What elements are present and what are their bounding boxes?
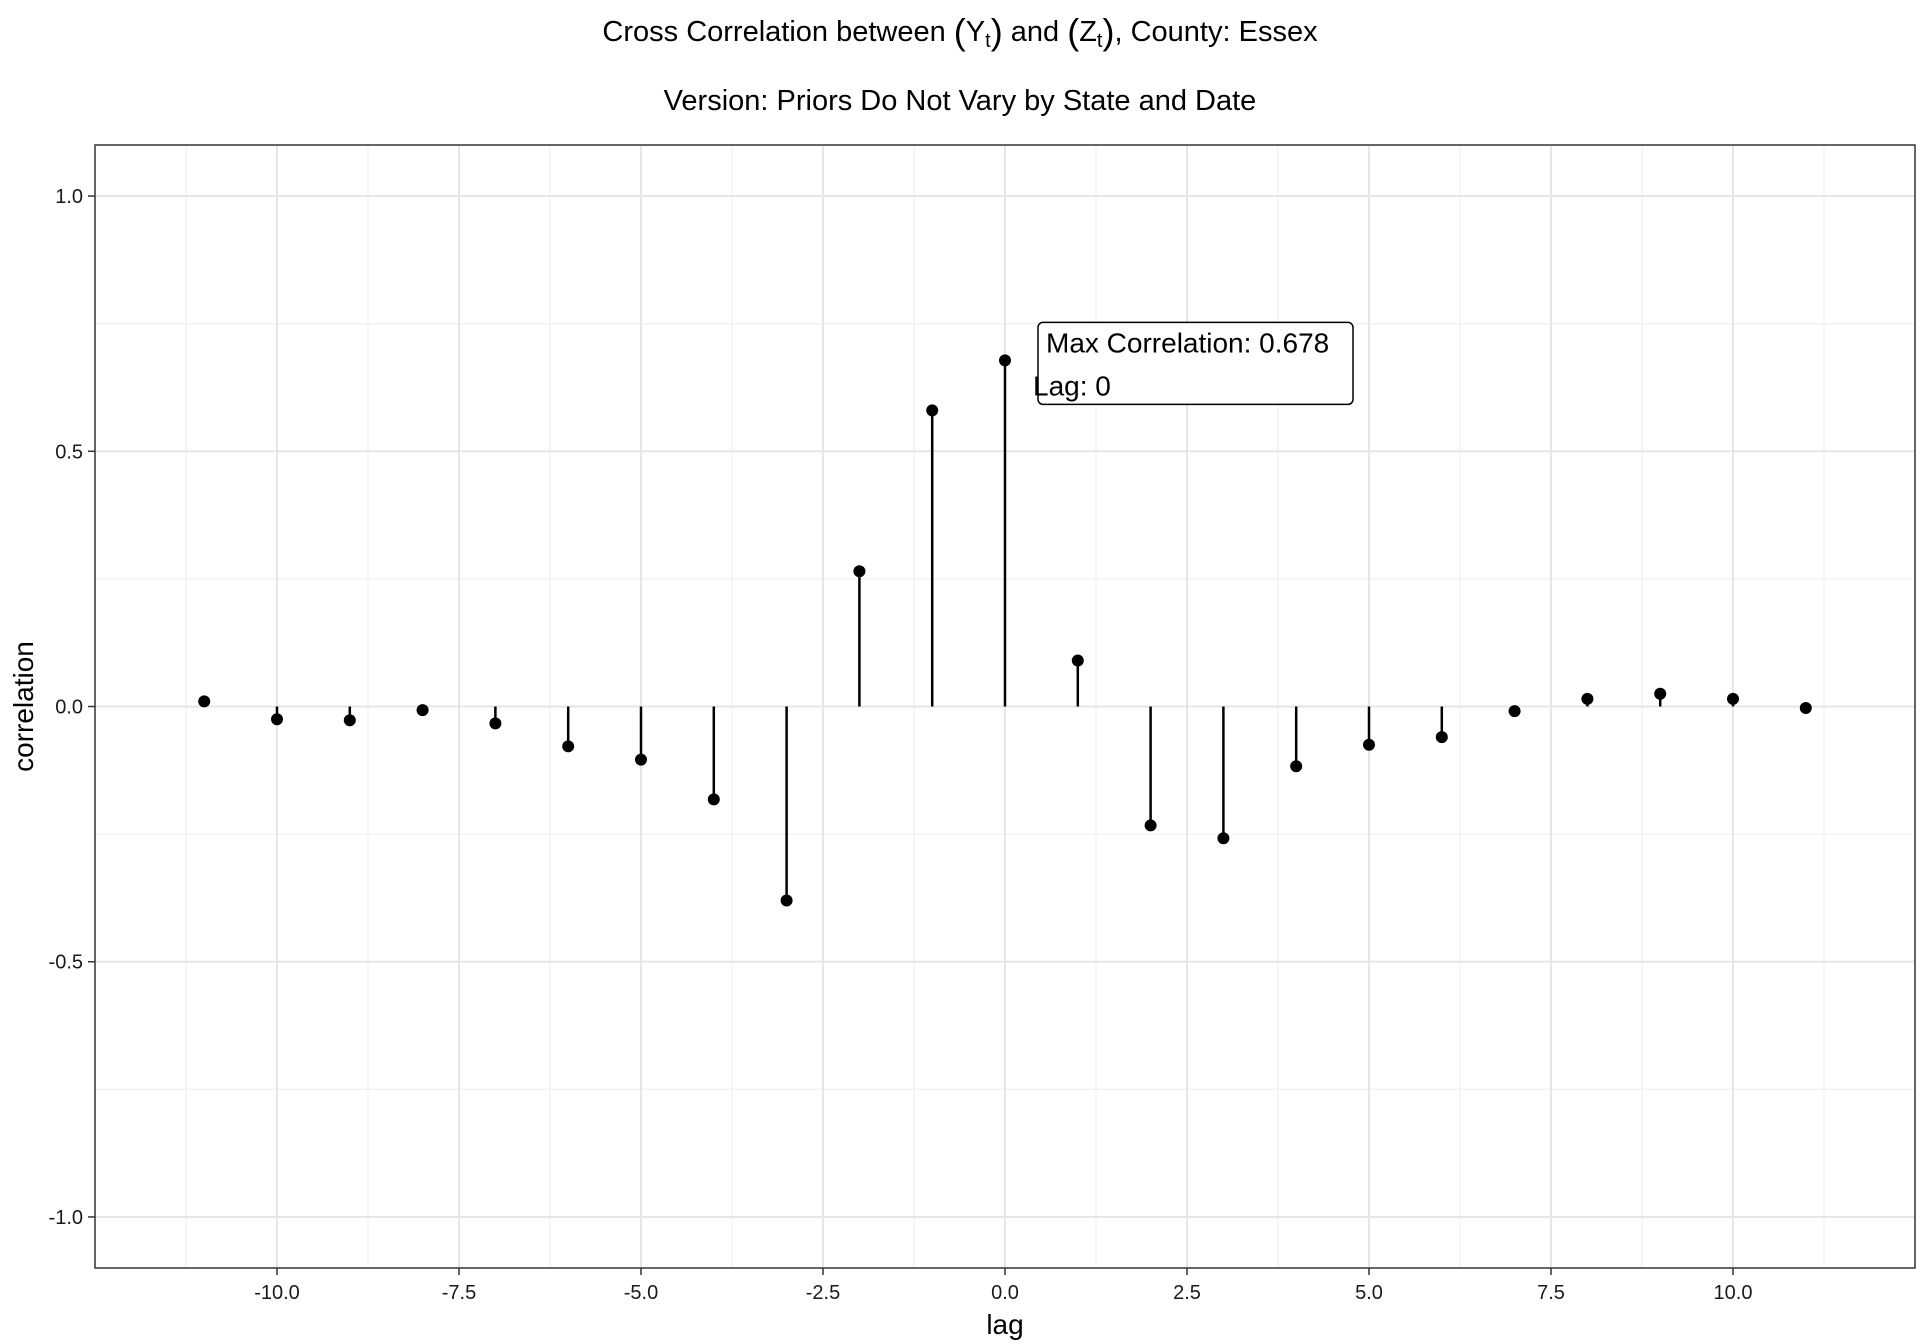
grid-layer: [95, 145, 1915, 1268]
correlation-point: [635, 753, 647, 766]
correlation-point: [489, 717, 502, 730]
correlation-point: [999, 354, 1011, 367]
correlation-point: [562, 740, 575, 753]
correlation-point: [1435, 731, 1448, 744]
correlation-point: [707, 793, 720, 806]
panel-border: [94, 144, 1916, 1269]
correlation-point: [1217, 832, 1230, 845]
correlation-point: [853, 565, 866, 578]
correlation-point: [1654, 687, 1667, 700]
x-tick-label: 5.0: [1355, 1282, 1383, 1304]
title-prefix: Cross Correlation between: [602, 16, 954, 48]
x-tick-label: 7.5: [1537, 1282, 1565, 1304]
y-tick-label: -1.0: [49, 1207, 83, 1229]
x-tick-label: 0.0: [991, 1282, 1019, 1304]
correlation-point: [1144, 819, 1157, 832]
max-correlation-annotation: Max Correlation: 0.678 Lag: 0: [1033, 321, 1354, 406]
annotation-lag: Lag: 0: [1033, 370, 1111, 401]
correlation-point: [1581, 692, 1594, 705]
title-y-sub: t: [985, 30, 991, 52]
title-suffix: , County: Essex: [1114, 16, 1318, 48]
annotation-box: [1037, 321, 1354, 406]
x-tick-label: -5.0: [624, 1282, 658, 1304]
x-tick-label: 10.0: [1714, 1282, 1753, 1304]
y-tick-label: 1.0: [55, 186, 83, 208]
correlation-point: [1363, 738, 1375, 751]
correlation-point: [416, 704, 429, 717]
correlation-point: [780, 894, 793, 907]
x-tick-label: -7.5: [442, 1282, 476, 1304]
title-middle: and: [1002, 16, 1068, 48]
marks-layer: [198, 354, 1812, 907]
annotation-max-correlation: Max Correlation: 0.678: [1046, 327, 1329, 358]
chart-title: Cross Correlation between (Yt) and (Zt),…: [602, 11, 1318, 52]
chart-subtitle: Version: Priors Do Not Vary by State and…: [663, 85, 1257, 117]
title-z-var: Z: [1079, 16, 1097, 48]
correlation-point: [343, 714, 356, 727]
correlation-point: [1071, 654, 1084, 667]
correlation-point: [1799, 702, 1812, 715]
y-tick-label: 0.0: [55, 697, 83, 719]
x-tick-label: 2.5: [1173, 1282, 1201, 1304]
correlation-point: [1290, 760, 1303, 773]
correlation-point: [1508, 705, 1521, 718]
ticks-layer: -10.0 -7.5 -5.0 -2.5 0.0 2.5 5.0 7.5 10.0 1.0 0.5 0…: [49, 186, 1753, 1304]
correlation-point: [1727, 692, 1739, 705]
correlation-point: [271, 713, 283, 726]
x-axis-title: lag: [986, 1309, 1023, 1340]
y-tick-label: -0.5: [49, 952, 83, 974]
correlation-point: [198, 695, 211, 708]
correlation-point: [926, 404, 939, 417]
title-y-var: Y: [965, 16, 986, 48]
x-tick-label: -10.0: [254, 1282, 300, 1304]
title-z-sub: t: [1096, 30, 1103, 52]
x-tick-label: -2.5: [806, 1282, 840, 1304]
y-axis-title: correlation: [8, 641, 39, 772]
y-tick-label: 0.5: [55, 441, 83, 463]
